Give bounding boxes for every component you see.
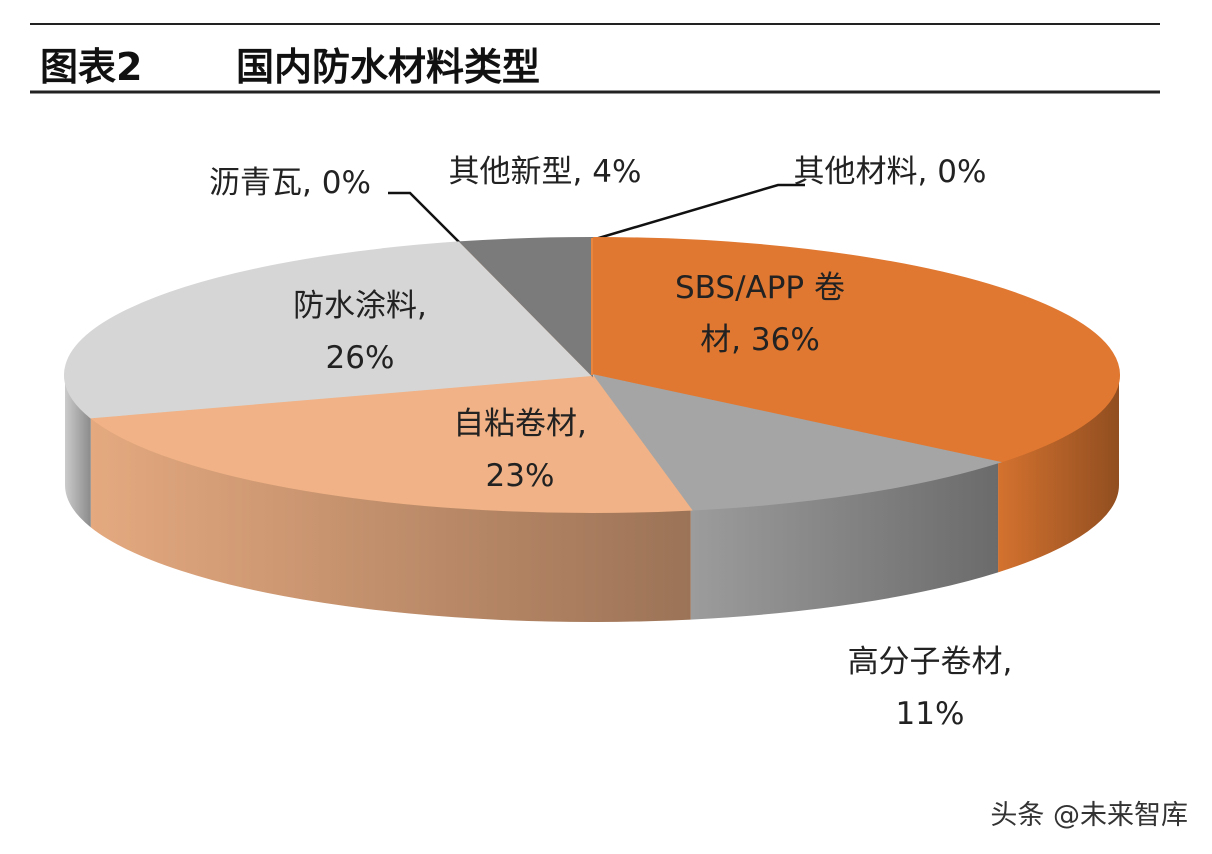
leader-line <box>591 183 805 242</box>
slice-label: SBS/APP 卷材, 36% <box>660 262 860 366</box>
category-label: 沥青瓦, <box>209 165 312 201</box>
slice-side <box>690 462 999 620</box>
leader-line <box>388 191 463 246</box>
slice-label: 自粘卷材, 23% <box>420 398 620 502</box>
value-label: 0% <box>321 165 371 201</box>
value-label: 11% <box>895 696 965 732</box>
category-label: 防水涂料, <box>293 288 427 324</box>
value-label: 0% <box>937 154 987 190</box>
category-label: 高分子卷材, <box>847 644 1013 680</box>
value-label: 26% <box>325 340 395 376</box>
slice-label: 高分子卷材, 11% <box>840 636 1020 740</box>
slice-label: 其他材料, 0% <box>790 146 990 198</box>
slice-side <box>998 375 1119 573</box>
category-label: 其他新型, <box>448 154 583 190</box>
slice-side <box>90 417 691 622</box>
header-title: 国内防水材料类型 <box>236 45 541 89</box>
slice <box>88 373 693 513</box>
value-label: 23% <box>485 458 555 494</box>
watermark: 头条 @未来智库 <box>990 800 1188 831</box>
slice <box>64 241 595 419</box>
header-number: 图表2 <box>40 45 143 89</box>
value-label: 36% <box>750 322 820 358</box>
category-label: 自粘卷材, <box>453 406 587 442</box>
slice-label: 沥青瓦, 0% <box>180 157 400 209</box>
category-label: 其他材料, <box>793 154 928 190</box>
value-label: 4% <box>592 154 642 190</box>
category-label: SBS/APP 卷材, <box>675 270 845 358</box>
slice <box>591 236 1120 464</box>
slice-label: 其他新型, 4% <box>440 146 650 198</box>
slice <box>589 373 1002 511</box>
slice-label: 防水涂料, 26% <box>265 280 455 384</box>
